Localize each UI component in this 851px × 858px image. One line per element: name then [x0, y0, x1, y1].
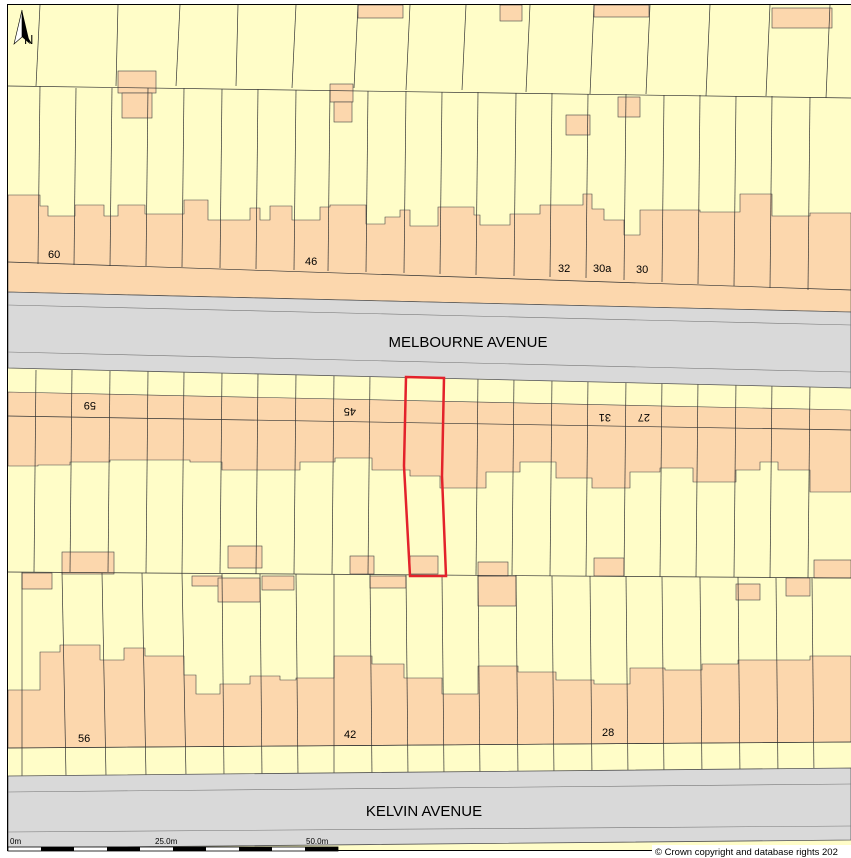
scale-bar: 0m 25.0m 50.0m [7, 837, 339, 852]
house-number: 59 [84, 399, 96, 411]
scale-label-end: 50.0m [306, 837, 329, 846]
copyright-bg [652, 845, 851, 858]
house-number: 27 [638, 411, 650, 423]
map-frame [7, 4, 851, 851]
site-boundary [402, 375, 448, 578]
roads [7, 291, 851, 849]
house-number: 30a [593, 263, 612, 275]
north-label: N [24, 32, 33, 47]
scale-label-zero: 0m [10, 837, 21, 846]
house-number: 32 [558, 263, 570, 275]
scale-label-mid: 25.0m [155, 837, 178, 846]
house-numbers: 60 46 32 30a 30 59 45 31 27 56 42 28 [48, 249, 650, 745]
buildings [7, 4, 851, 749]
plot-boundaries [7, 4, 851, 777]
house-number: 45 [344, 405, 356, 417]
copyright-notice: © Crown copyright and database rights 20… [655, 847, 838, 858]
house-number: 28 [602, 727, 614, 739]
north-arrow-icon: N [13, 9, 33, 47]
road-label-melbourne-avenue: MELBOURNE AVENUE [389, 334, 548, 351]
house-number: 60 [48, 249, 60, 261]
house-number: 30 [636, 264, 648, 276]
house-number: 56 [78, 733, 90, 745]
house-number: 31 [599, 411, 611, 423]
road-label-kelvin-avenue: KELVIN AVENUE [366, 803, 482, 820]
house-number: 46 [305, 256, 317, 268]
house-number: 42 [344, 729, 356, 741]
